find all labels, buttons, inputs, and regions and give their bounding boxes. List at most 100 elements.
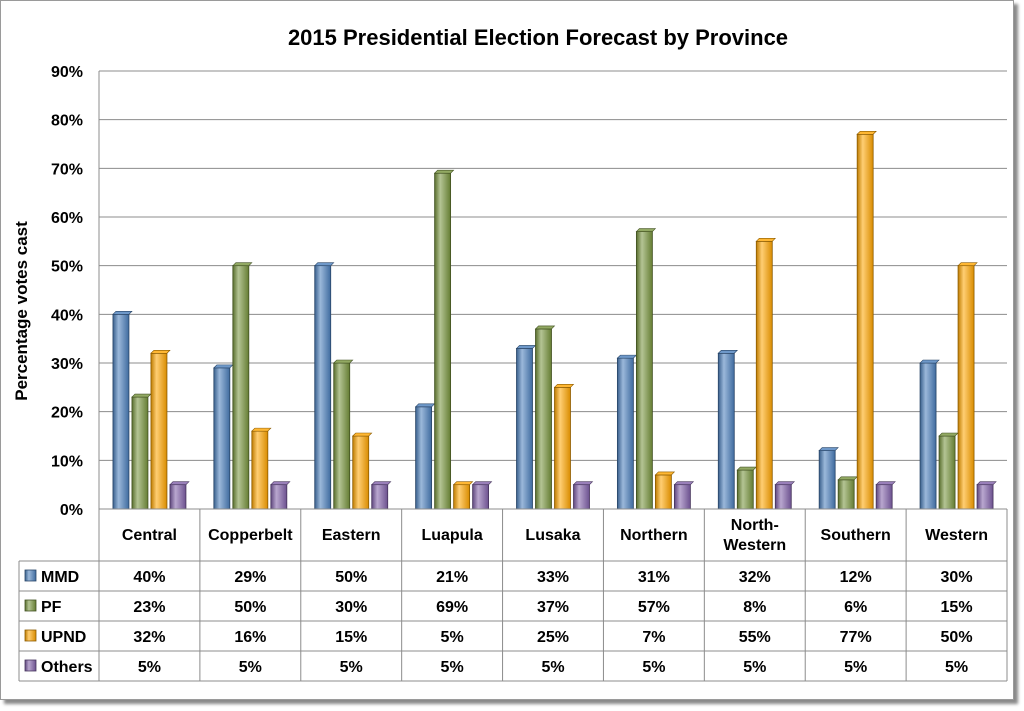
bar-cap <box>313 262 335 266</box>
data-label: 5% <box>743 659 766 676</box>
y-tick-label: 30% <box>51 356 83 373</box>
bar-mmd <box>516 347 533 510</box>
bar-others <box>774 484 792 510</box>
bar-cap <box>938 432 959 437</box>
bar-mmd <box>717 352 735 510</box>
bar-upnd <box>957 265 975 510</box>
bar-upnd <box>453 484 471 510</box>
data-label: 5% <box>844 659 867 676</box>
bar-cap <box>332 359 354 364</box>
data-label: 77% <box>840 629 872 646</box>
bar-pf <box>131 396 149 510</box>
data-label: 5% <box>541 659 564 676</box>
data-label: 5% <box>945 659 968 676</box>
y-tick-label: 90% <box>51 64 83 81</box>
y-tick-label: 40% <box>51 307 83 324</box>
x-category-label: Western <box>925 527 988 544</box>
bar-cap <box>635 228 657 232</box>
y-tick-labels: 0% 10% 20% 30% 40% 50% 60% 70% 80% 90% <box>51 64 83 519</box>
x-category-label: Eastern <box>322 527 381 544</box>
bar-cap <box>837 476 858 481</box>
chart-frame: 2015 Presidential Election Forecast by P… <box>0 0 1014 700</box>
bar-pf <box>938 435 956 510</box>
x-category-label: North- <box>731 517 779 534</box>
y-tick-label: 10% <box>51 453 83 470</box>
bar-mmd <box>919 362 937 510</box>
bar-others <box>976 484 994 510</box>
legend-key-others <box>24 659 37 672</box>
bar-cap <box>515 345 537 349</box>
data-label: 5% <box>239 659 262 676</box>
data-label: 29% <box>234 569 266 586</box>
data-label: 6% <box>844 599 867 616</box>
x-category-label: Copperbelt <box>208 527 293 544</box>
data-label: 31% <box>638 569 670 586</box>
legend-key-pf <box>24 599 37 612</box>
bar-mmd <box>314 265 332 510</box>
bar-mmd <box>415 406 433 510</box>
bar-cap <box>755 238 777 242</box>
bar-cap <box>774 481 796 485</box>
bar-others <box>875 484 893 510</box>
data-label: 30% <box>335 599 367 616</box>
bar-cap <box>471 481 493 485</box>
bar-cap <box>452 481 474 485</box>
bar-cap <box>673 481 695 485</box>
bar-cap <box>976 481 997 485</box>
bar-cap <box>169 481 190 485</box>
bar-others <box>371 484 389 510</box>
bar-cap <box>270 481 291 485</box>
bar-cap <box>131 393 152 398</box>
bar-mmd <box>818 450 836 510</box>
data-label: 55% <box>739 629 771 646</box>
data-label: 25% <box>537 629 569 646</box>
data-label: 21% <box>436 569 468 586</box>
data-label: 33% <box>537 569 569 586</box>
y-tick-label: 70% <box>51 161 83 178</box>
bar-cap <box>654 471 676 476</box>
bar-pf <box>635 231 653 510</box>
legend-label-others: Others <box>41 659 93 676</box>
data-label: 50% <box>941 629 973 646</box>
bar-cap <box>736 466 758 471</box>
bar-cap <box>553 384 575 388</box>
bar-upnd <box>654 474 672 510</box>
data-table: Central Copperbelt Eastern Luapula Lusaka Nor… <box>18 508 1008 682</box>
bar-cap <box>616 354 638 359</box>
data-label: 30% <box>941 569 973 586</box>
data-label: 15% <box>335 629 367 646</box>
bar-mmd <box>213 367 231 510</box>
legend-label-upnd: UPND <box>41 629 86 646</box>
bar-cap <box>150 349 171 354</box>
bar-pf <box>333 362 351 510</box>
bar-others <box>169 484 187 510</box>
bar-cap <box>414 403 436 408</box>
data-label: 40% <box>133 569 165 586</box>
legend-key-upnd <box>24 629 37 642</box>
bar-chart: 2015 Presidential Election Forecast by P… <box>12 25 1008 682</box>
bar-others <box>673 484 691 510</box>
data-label: 5% <box>642 659 665 676</box>
bars <box>112 130 997 510</box>
bar-cap <box>572 481 594 485</box>
y-tick-label: 50% <box>51 259 83 276</box>
x-category-label: Luapula <box>421 527 482 544</box>
bar-cap <box>351 432 373 437</box>
bar-upnd <box>251 430 269 510</box>
bar-cap <box>875 481 896 485</box>
data-label: 5% <box>138 659 161 676</box>
bar-upnd <box>554 386 571 510</box>
bar-upnd <box>755 240 773 510</box>
bar-pf <box>232 265 250 510</box>
data-label: 5% <box>441 629 464 646</box>
bar-cap <box>919 359 940 364</box>
bar-cap <box>112 311 133 315</box>
bar-upnd <box>352 435 370 510</box>
data-label: 5% <box>441 659 464 676</box>
data-label: 69% <box>436 599 468 616</box>
data-label: 8% <box>743 599 766 616</box>
x-category-label: Southern <box>821 527 891 544</box>
data-label: 5% <box>340 659 363 676</box>
y-tick-label: 80% <box>51 113 83 130</box>
bar-others <box>573 484 590 510</box>
